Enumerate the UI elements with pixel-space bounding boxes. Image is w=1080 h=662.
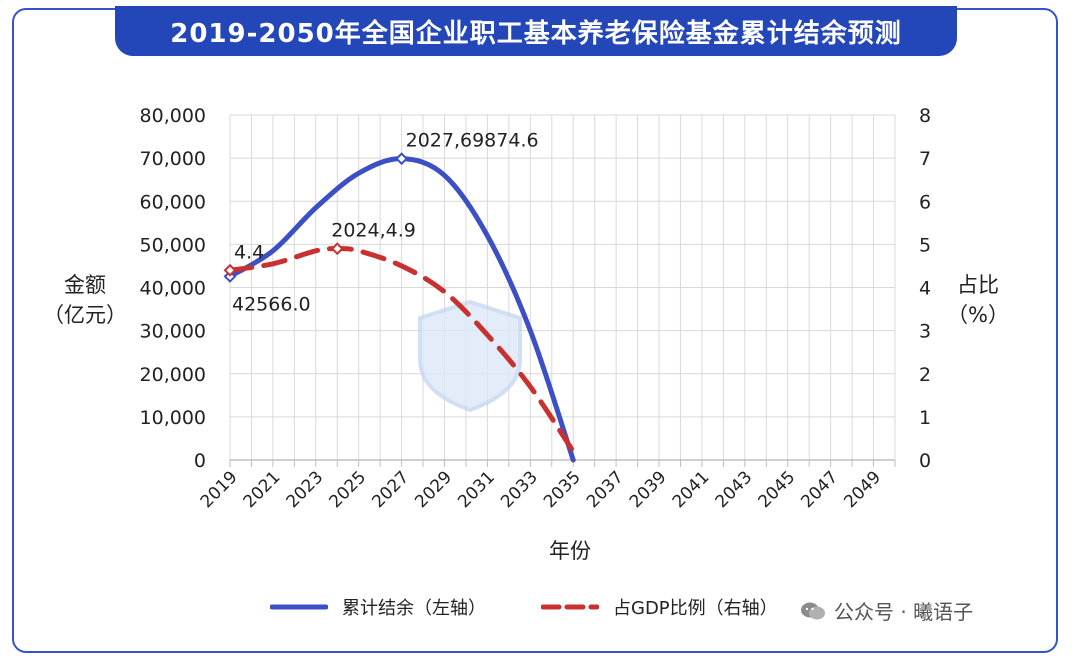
data-label: 2024,4.9 xyxy=(331,220,416,242)
y2-tick-label: 2 xyxy=(919,364,931,386)
y2-axis-label-line1: 占比 xyxy=(957,273,999,297)
x-tick-label: 2041 xyxy=(669,467,714,512)
y-axis-label-line1: 金额 xyxy=(64,273,106,297)
y2-tick-label: 3 xyxy=(919,321,931,343)
x-axis-label: 年份 xyxy=(549,539,591,563)
legend-label-series2: 占GDP比例（右轴） xyxy=(613,598,778,619)
data-point-marker xyxy=(330,242,344,256)
y2-tick-label: 0 xyxy=(919,450,931,472)
x-tick-label: 2029 xyxy=(411,467,456,512)
x-tick-label: 2049 xyxy=(840,467,885,512)
y-tick-label: 70,000 xyxy=(140,148,206,170)
x-tick-label: 2025 xyxy=(326,467,371,512)
series-line-1 xyxy=(227,156,576,463)
x-tick-label: 2037 xyxy=(583,467,628,512)
annotations: 2027,69874.6 42566.0 2024,4.9 4.4 xyxy=(223,130,539,315)
grid-lines xyxy=(229,114,896,460)
data-label: 4.4 xyxy=(234,241,264,263)
x-tick-label: 2033 xyxy=(497,467,542,512)
x-tick-label: 2035 xyxy=(540,467,585,512)
data-label: 2027,69874.6 xyxy=(406,130,539,152)
title-banner: 2019-2050年全国企业职工基本养老保险基金累计结余预测 xyxy=(115,6,957,56)
chart-watermark xyxy=(418,299,522,413)
y2-tick-label: 7 xyxy=(919,148,931,170)
data-point-marker xyxy=(395,152,409,166)
legend-label-series1: 累计结余（左轴） xyxy=(342,598,486,619)
y2-tick-label: 6 xyxy=(919,191,931,213)
x-tick-label: 2045 xyxy=(755,467,800,512)
wechat-watermark: 公众号 · 曦语子 xyxy=(800,596,973,625)
x-tick-label: 2043 xyxy=(712,467,757,512)
wechat-icon xyxy=(801,602,825,619)
x-tick-label: 2023 xyxy=(283,467,328,512)
legend: 累计结余（左轴） 占GDP比例（右轴） xyxy=(270,592,833,622)
watermark-text: 公众号 · 曦语子 xyxy=(834,600,974,624)
data-point-marker xyxy=(223,263,237,277)
x-tick-label: 2019 xyxy=(197,467,242,512)
series-lines xyxy=(227,156,576,463)
y-tick-label: 40,000 xyxy=(140,278,206,300)
y-axis-label: 金额 （亿元） xyxy=(30,270,140,330)
y-tick-label: 30,000 xyxy=(140,321,206,343)
chart-title: 2019-2050年全国企业职工基本养老保险基金累计结余预测 xyxy=(170,18,902,49)
y2-tick-label: 5 xyxy=(919,234,931,256)
y-tick-label: 80,000 xyxy=(140,105,206,127)
legend-swatch-series2 xyxy=(541,604,599,610)
y2-axis-label: 占比 （%） xyxy=(938,270,1018,330)
series-line-2 xyxy=(227,246,576,454)
legend-item-series2: 占GDP比例（右轴） xyxy=(541,594,778,620)
legend-swatch-series1 xyxy=(270,604,328,610)
data-label: 42566.0 xyxy=(232,293,311,315)
x-tick-label: 2021 xyxy=(240,467,285,512)
x-tick-label: 2031 xyxy=(454,467,499,512)
y2-tick-label: 4 xyxy=(919,278,931,300)
y2-tick-label: 1 xyxy=(919,407,931,429)
y-tick-label: 0 xyxy=(194,450,206,472)
y-tick-label: 50,000 xyxy=(140,234,206,256)
axes xyxy=(229,115,896,467)
y2-axis-label-line2: （%） xyxy=(947,303,1009,327)
y-axis-label-line2: （亿元） xyxy=(43,303,127,327)
y-tick-label: 20,000 xyxy=(140,364,206,386)
watermark-shield-icon xyxy=(418,299,522,413)
x-tick-label: 2039 xyxy=(626,467,671,512)
y-tick-label: 10,000 xyxy=(140,407,206,429)
legend-item-series1: 累计结余（左轴） xyxy=(270,594,486,620)
x-tick-label: 2027 xyxy=(368,467,413,512)
y-tick-label: 60,000 xyxy=(140,191,206,213)
x-tick-label: 2047 xyxy=(797,467,842,512)
y2-tick-label: 8 xyxy=(919,105,931,127)
